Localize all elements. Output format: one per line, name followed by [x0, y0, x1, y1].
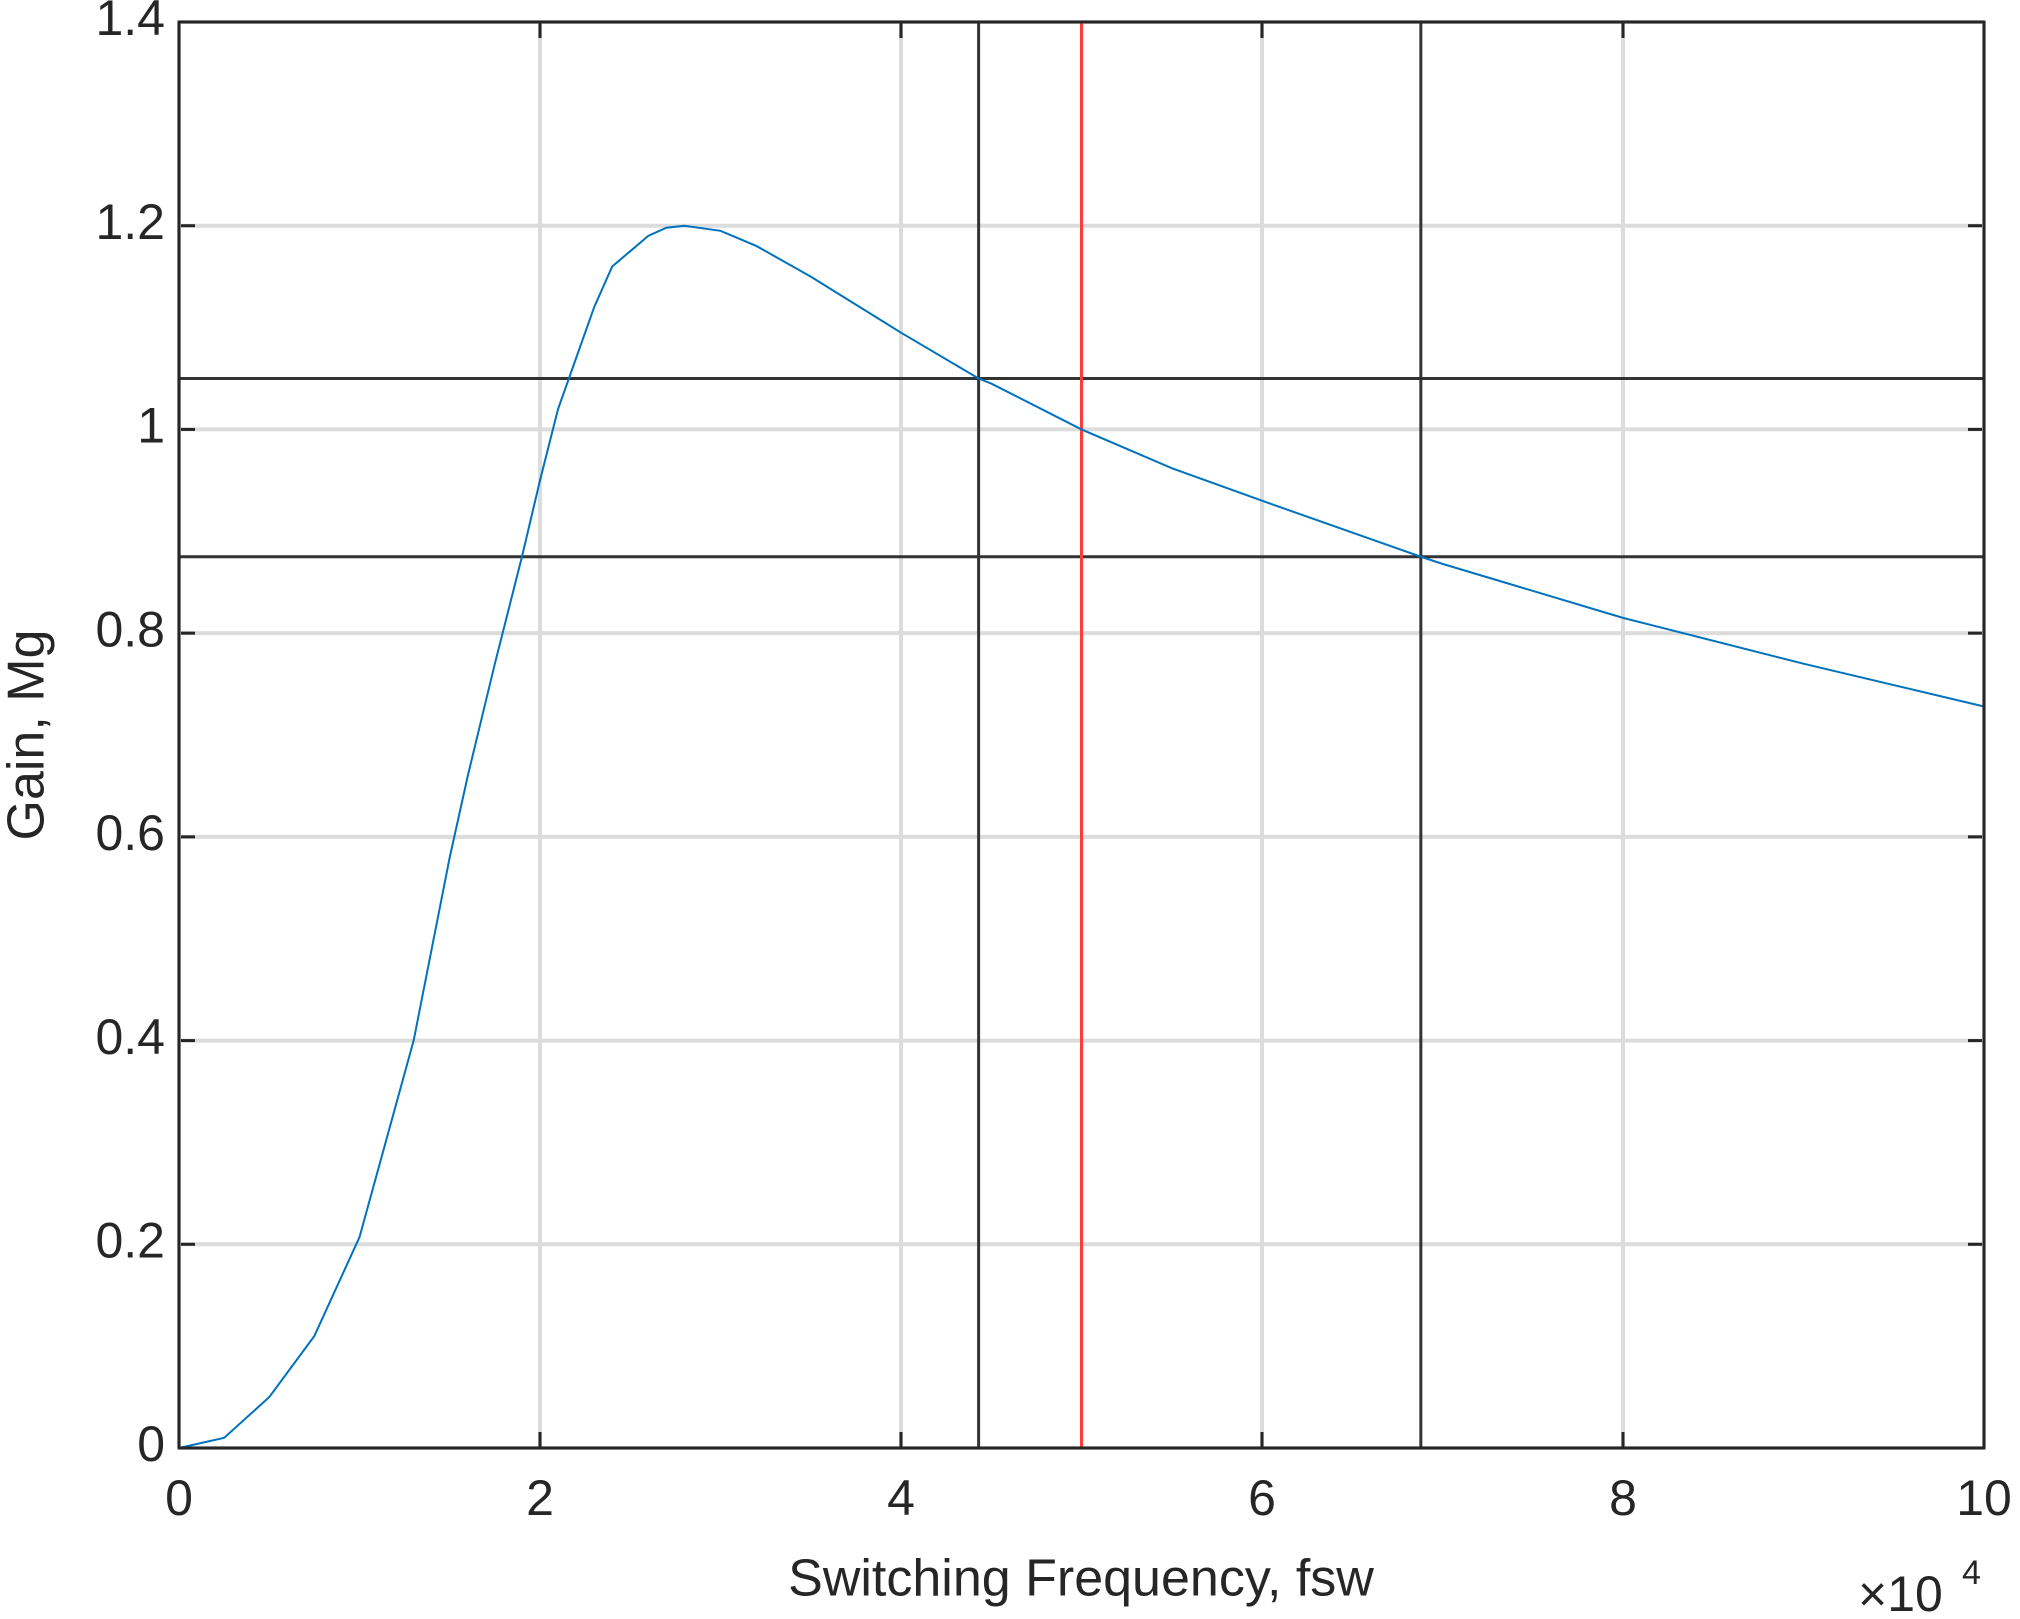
- x-tick-label: 10: [1956, 1470, 2012, 1526]
- data-line: [178, 224, 1985, 1449]
- y-tick-label: 1.4: [95, 0, 165, 46]
- y-tick-label: 0: [137, 1416, 165, 1472]
- y-tick-label: 0.2: [95, 1212, 165, 1268]
- x-multiplier-exponent: 4: [1962, 1554, 1981, 1592]
- x-axis-label: Switching Frequency, fsw: [788, 1550, 1374, 1608]
- x-tick-label: 4: [887, 1470, 915, 1526]
- x-multiplier: ×10: [1858, 1566, 1943, 1619]
- y-tick-label: 0.8: [95, 601, 165, 657]
- x-tick-label: 2: [526, 1470, 554, 1526]
- y-tick-label: 1.2: [95, 194, 165, 250]
- x-tick-label: 6: [1248, 1470, 1276, 1526]
- y-tick-label: 0.4: [95, 1009, 165, 1065]
- y-axis-label: Gain, Mg: [0, 630, 56, 841]
- y-tick-label: 0.6: [95, 805, 165, 861]
- x-tick-label: 8: [1609, 1470, 1637, 1526]
- y-tick-label: 1: [137, 398, 165, 454]
- x-tick-label: 0: [165, 1470, 193, 1526]
- axes-box: [177, 20, 1986, 1450]
